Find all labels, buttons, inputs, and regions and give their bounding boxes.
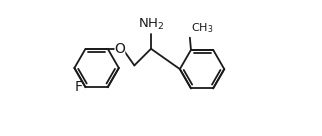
Text: NH$_2$: NH$_2$ [138,17,164,32]
Text: O: O [115,42,125,56]
Text: CH$_3$: CH$_3$ [191,22,214,35]
Text: F: F [74,80,82,94]
